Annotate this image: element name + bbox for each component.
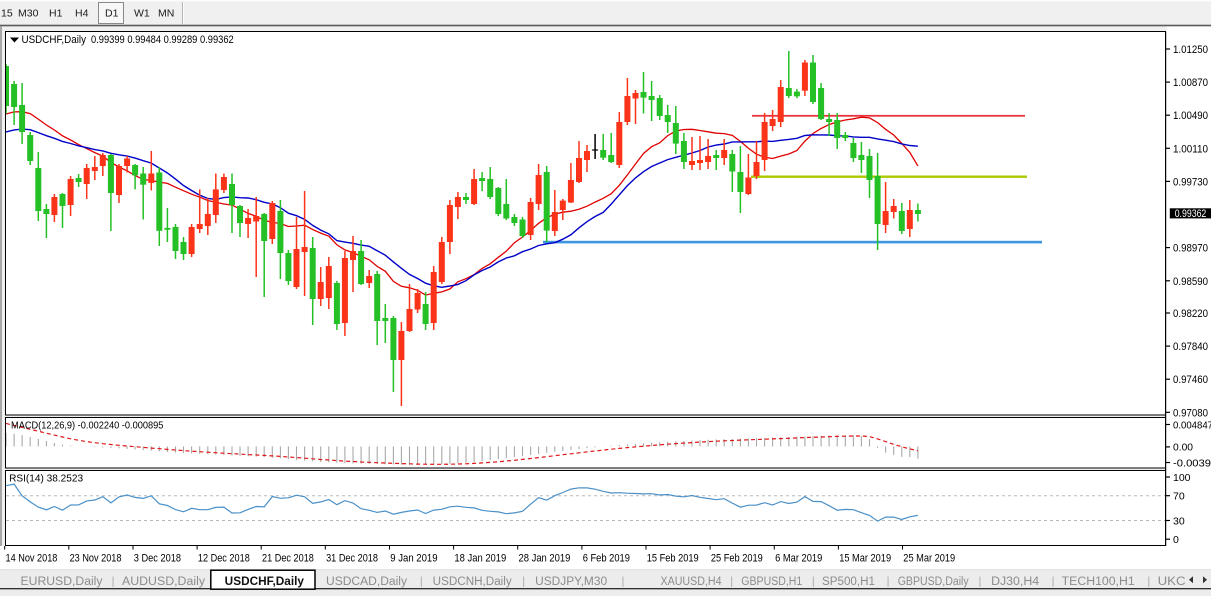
svg-text:15 Mar 2019: 15 Mar 2019 xyxy=(839,553,891,565)
svg-text:H4: H4 xyxy=(75,8,89,20)
svg-text:18 Jan 2019: 18 Jan 2019 xyxy=(454,553,506,565)
svg-text:0.97840: 0.97840 xyxy=(1173,341,1208,353)
svg-text:XAUUSD,H4: XAUUSD,H4 xyxy=(661,576,723,588)
svg-text:|: | xyxy=(979,576,982,588)
svg-text:DJ30,H4: DJ30,H4 xyxy=(991,576,1040,588)
svg-text:RSI(14) 38.2523: RSI(14) 38.2523 xyxy=(9,473,83,485)
svg-text:H1: H1 xyxy=(49,8,63,20)
svg-text:30: 30 xyxy=(1173,515,1185,527)
svg-text:1.00870: 1.00870 xyxy=(1173,77,1208,89)
svg-text:9 Jan 2019: 9 Jan 2019 xyxy=(390,553,437,565)
svg-text:|: | xyxy=(812,576,815,588)
svg-text:0.00: 0.00 xyxy=(1173,442,1193,454)
svg-text:USDCHF,Daily: USDCHF,Daily xyxy=(22,34,87,46)
svg-text:GBPUSD,H1: GBPUSD,H1 xyxy=(741,576,802,588)
svg-text:3 Dec 2018: 3 Dec 2018 xyxy=(134,553,181,565)
svg-text:USDJPY,M30: USDJPY,M30 xyxy=(535,576,607,588)
svg-text:15: 15 xyxy=(1,8,13,20)
svg-text:0.97460: 0.97460 xyxy=(1173,374,1208,386)
svg-text:1.00490: 1.00490 xyxy=(1173,110,1208,122)
svg-text:TECH100,H1: TECH100,H1 xyxy=(1062,576,1135,588)
svg-text:UKC: UKC xyxy=(1158,576,1186,588)
svg-text:15 Feb 2019: 15 Feb 2019 xyxy=(647,553,699,565)
svg-text:70: 70 xyxy=(1173,491,1185,503)
svg-text:AUDUSD,Daily: AUDUSD,Daily xyxy=(122,576,205,588)
svg-text:GBPUSD,Daily: GBPUSD,Daily xyxy=(898,576,969,588)
svg-text:25 Mar 2019: 25 Mar 2019 xyxy=(903,553,955,565)
svg-text:M30: M30 xyxy=(18,8,39,20)
svg-text:14 Nov 2018: 14 Nov 2018 xyxy=(6,553,58,565)
svg-text:0.98220: 0.98220 xyxy=(1173,308,1208,320)
svg-text:0.99730: 0.99730 xyxy=(1173,176,1208,188)
svg-text:|: | xyxy=(1052,576,1055,588)
svg-text:0.004847: 0.004847 xyxy=(1173,419,1211,431)
svg-text:SP500,H1: SP500,H1 xyxy=(822,576,875,588)
svg-text:31 Dec 2018: 31 Dec 2018 xyxy=(326,553,378,565)
svg-text:6 Mar 2019: 6 Mar 2019 xyxy=(775,553,822,565)
svg-text:-0.0039: -0.0039 xyxy=(1173,457,1211,469)
svg-text:USDCHF,Daily: USDCHF,Daily xyxy=(225,576,305,588)
svg-text:21 Dec 2018: 21 Dec 2018 xyxy=(262,553,314,565)
svg-text:1.01250: 1.01250 xyxy=(1173,44,1208,56)
svg-text:0: 0 xyxy=(1173,534,1179,546)
svg-text:100: 100 xyxy=(1173,472,1191,484)
svg-text:25 Feb 2019: 25 Feb 2019 xyxy=(711,553,763,565)
svg-text:|: | xyxy=(730,576,733,588)
svg-text:28 Jan 2019: 28 Jan 2019 xyxy=(519,553,571,565)
svg-text:W1: W1 xyxy=(134,8,150,20)
svg-text:0.99362: 0.99362 xyxy=(1175,208,1207,220)
svg-text:23 Nov 2018: 23 Nov 2018 xyxy=(70,553,122,565)
svg-text:MACD(12,26,9) -0.002240 -0.000: MACD(12,26,9) -0.002240 -0.000895 xyxy=(11,420,164,432)
svg-text:|: | xyxy=(420,576,423,588)
svg-text:0.97080: 0.97080 xyxy=(1173,407,1208,419)
svg-text:0.99399 0.99484 0.99289 0.9936: 0.99399 0.99484 0.99289 0.99362 xyxy=(91,34,234,46)
svg-text:|: | xyxy=(1147,576,1150,588)
svg-text:EURUSD,Daily: EURUSD,Daily xyxy=(21,576,103,588)
svg-text:0.98590: 0.98590 xyxy=(1173,276,1208,288)
svg-text:|: | xyxy=(522,576,525,588)
svg-text:MN: MN xyxy=(158,8,174,20)
svg-text:USDCAD,Daily: USDCAD,Daily xyxy=(326,576,407,588)
svg-text:0.98970: 0.98970 xyxy=(1173,243,1208,255)
svg-text:|: | xyxy=(887,576,890,588)
svg-text:|: | xyxy=(622,576,625,588)
svg-text:6 Feb 2019: 6 Feb 2019 xyxy=(583,553,630,565)
svg-text:|: | xyxy=(112,576,115,588)
svg-text:D1: D1 xyxy=(105,8,119,20)
svg-text:USDCNH,Daily: USDCNH,Daily xyxy=(433,576,512,588)
svg-text:12 Dec 2018: 12 Dec 2018 xyxy=(198,553,250,565)
svg-text:1.00110: 1.00110 xyxy=(1173,143,1208,155)
